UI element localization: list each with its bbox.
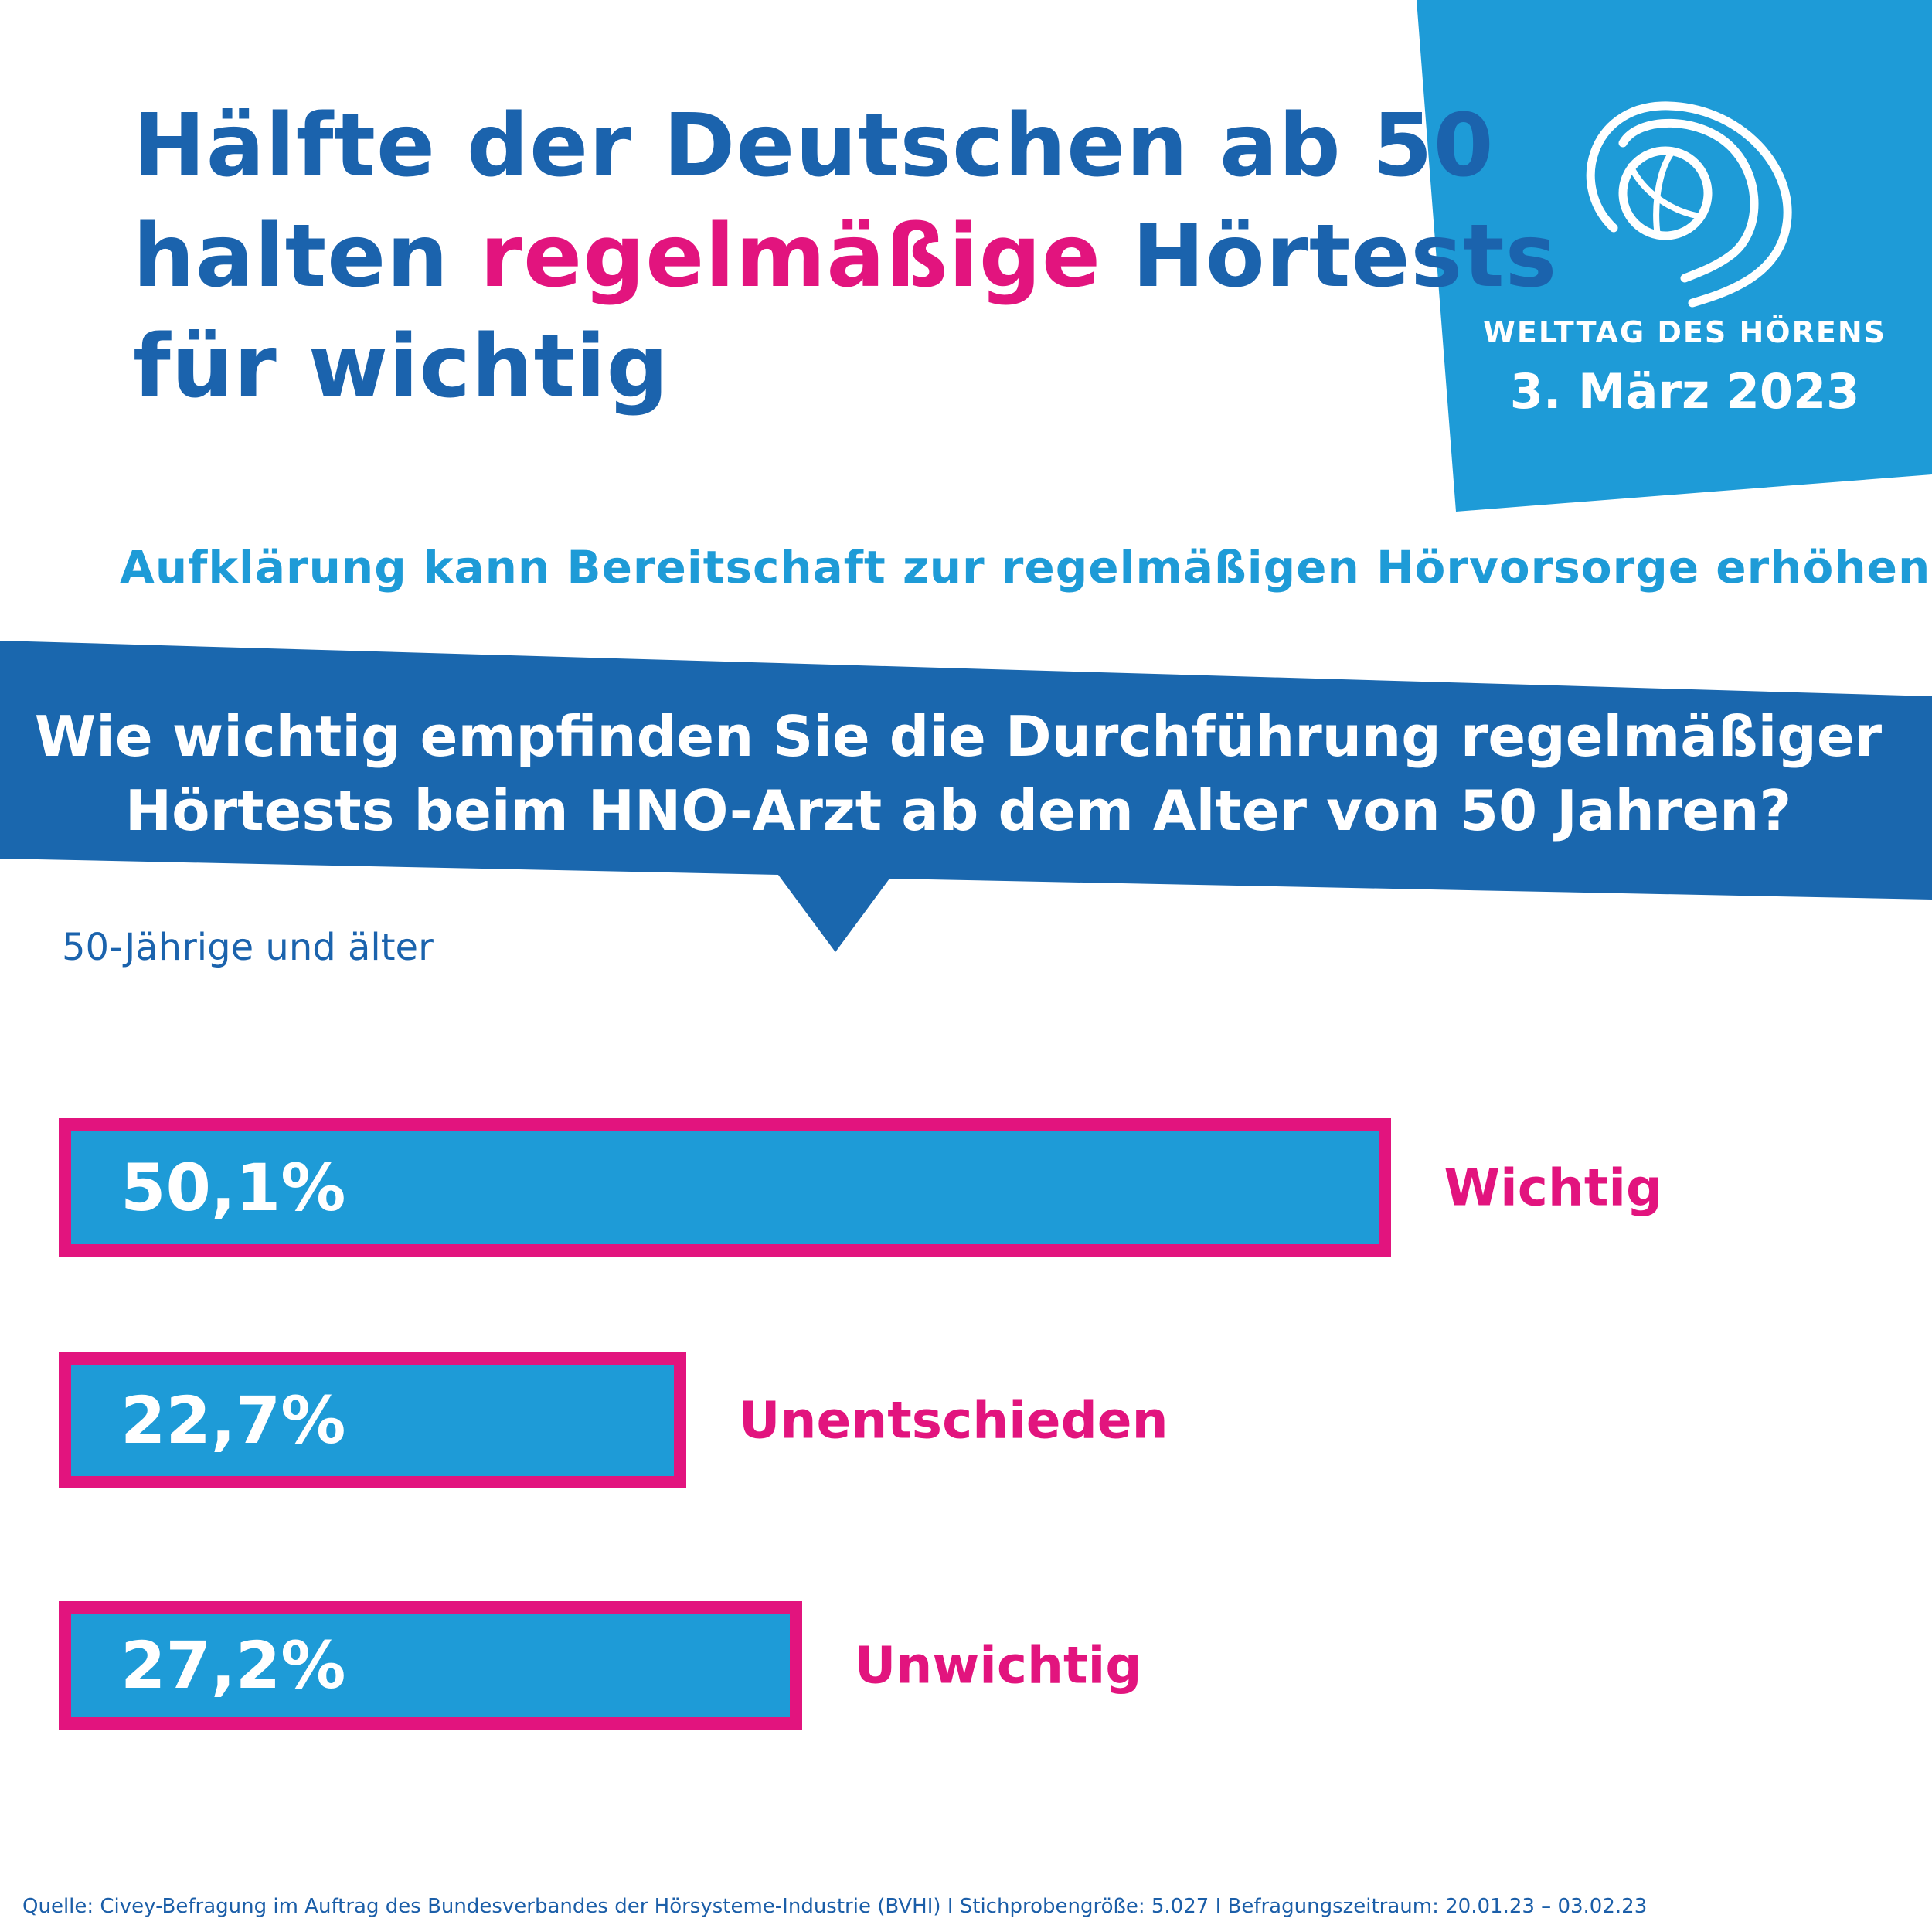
badge-panel xyxy=(1417,0,1932,512)
badge-date: 3. März 2023 xyxy=(1509,363,1860,420)
survey-question: Wie wichtig empfinden Sie die Durchführu… xyxy=(0,699,1917,848)
bar-unwichtig: 27,2% xyxy=(59,1601,802,1730)
badge-name: WELTTAG DES HÖRENS xyxy=(1483,315,1886,349)
subtitle: Aufklärung kann Bereitschaft zur regelmä… xyxy=(120,541,1931,594)
title-text: Hörtests xyxy=(1101,206,1558,307)
source-footer: Quelle: Civey-Befragung im Auftrag des B… xyxy=(22,1895,1648,1918)
bar-wichtig: 50,1% xyxy=(59,1118,1392,1257)
page-title: Hälfte der Deutschen ab 50 halten regelm… xyxy=(133,91,1557,423)
title-text: halten xyxy=(133,206,480,307)
title-line-2: halten regelmäßige Hörtests xyxy=(133,202,1557,312)
group-label: 50-Jährige und älter xyxy=(62,926,434,969)
bar-value-label: 22,7% xyxy=(121,1383,346,1458)
category-label: Unwichtig xyxy=(854,1635,1142,1696)
question-band xyxy=(0,641,1932,952)
bar-unentschieden: 22,7% xyxy=(59,1352,686,1488)
title-line-1: Hälfte der Deutschen ab 50 xyxy=(133,96,1495,196)
category-label: Unentschieden xyxy=(738,1390,1168,1451)
title-line-3: für wichtig xyxy=(133,317,669,417)
category-label: Wichtig xyxy=(1444,1158,1663,1217)
ear-globe-logo-icon xyxy=(1586,101,1792,308)
question-line-1: Wie wichtig empfinden Sie die Durchführu… xyxy=(34,704,1883,769)
bar-value-label: 27,2% xyxy=(121,1628,346,1703)
bar-value-label: 50,1% xyxy=(121,1149,346,1226)
title-highlight: regelmäßige xyxy=(479,206,1102,307)
question-line-2: Hörtests beim HNO-Arzt ab dem Alter von … xyxy=(124,778,1792,843)
